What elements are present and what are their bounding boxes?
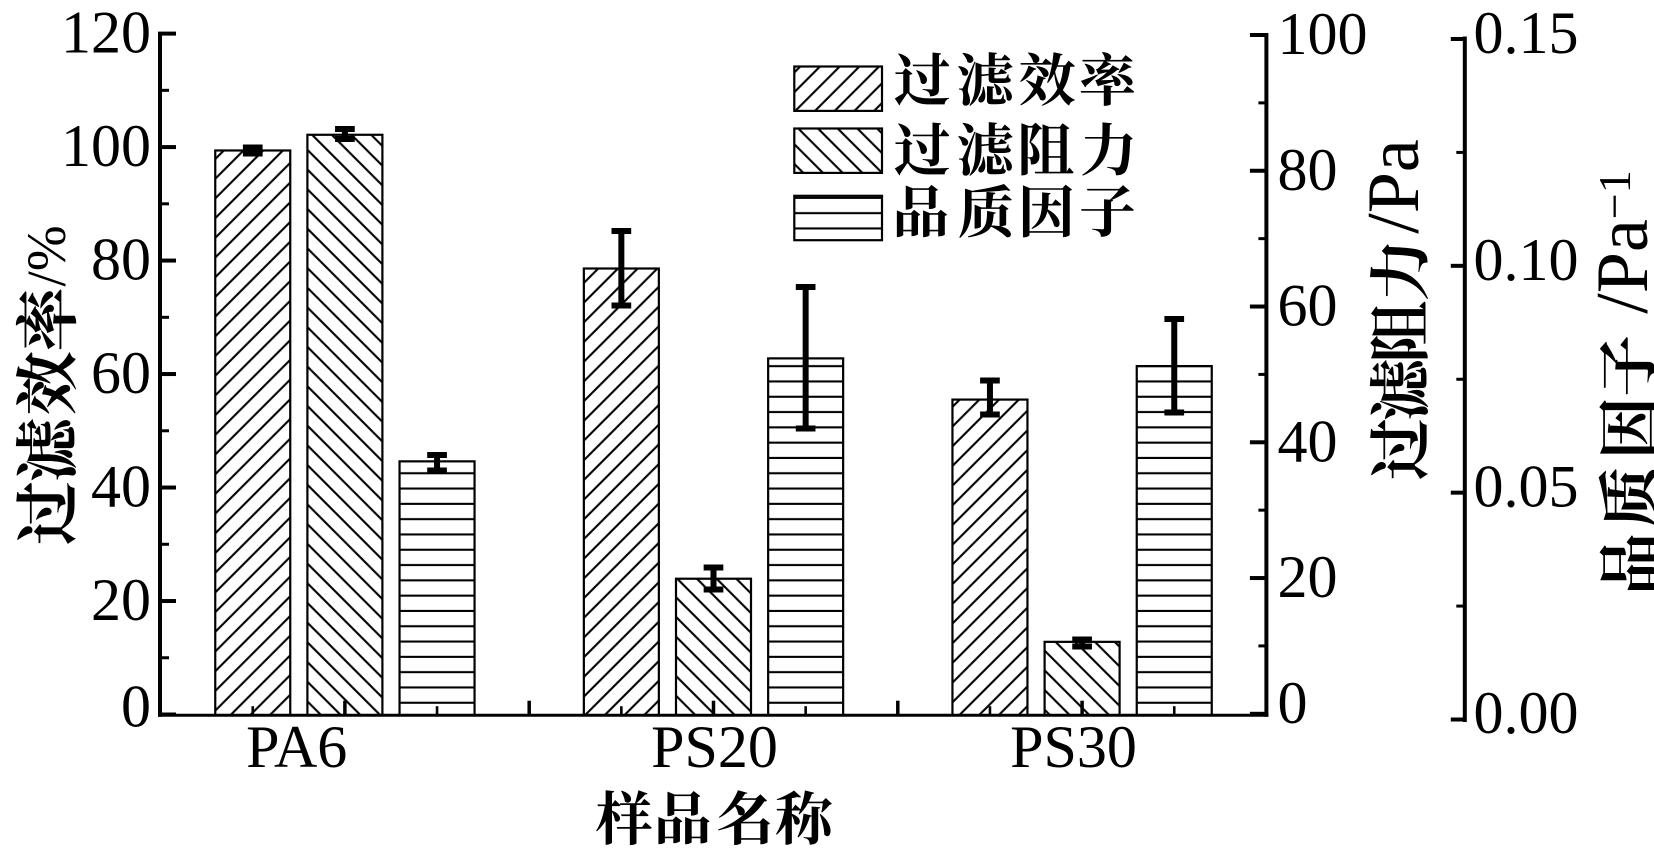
svg-text:40: 40 xyxy=(1278,408,1338,474)
svg-text:0.00: 0.00 xyxy=(1474,680,1579,746)
svg-text:20: 20 xyxy=(91,567,151,633)
svg-text:PS30: PS30 xyxy=(1010,714,1137,780)
svg-text:PS20: PS20 xyxy=(651,714,778,780)
svg-text:100: 100 xyxy=(61,113,151,179)
svg-text:0: 0 xyxy=(1278,670,1308,736)
svg-text:40: 40 xyxy=(91,454,151,520)
svg-text:0.10: 0.10 xyxy=(1474,227,1579,293)
svg-text:80: 80 xyxy=(1278,137,1338,203)
svg-text:0: 0 xyxy=(121,674,151,740)
svg-text:PA6: PA6 xyxy=(246,714,347,780)
svg-text:80: 80 xyxy=(91,227,151,293)
svg-text:60: 60 xyxy=(91,340,151,406)
svg-text:/%: /% xyxy=(16,225,77,286)
svg-text:0.15: 0.15 xyxy=(1474,0,1579,66)
svg-text:100: 100 xyxy=(1278,1,1368,67)
svg-text:60: 60 xyxy=(1278,273,1338,339)
svg-text:20: 20 xyxy=(1278,544,1338,610)
svg-text:0.05: 0.05 xyxy=(1474,454,1579,520)
svg-text:/Pa: /Pa xyxy=(1353,139,1435,234)
svg-text:120: 120 xyxy=(61,0,151,66)
